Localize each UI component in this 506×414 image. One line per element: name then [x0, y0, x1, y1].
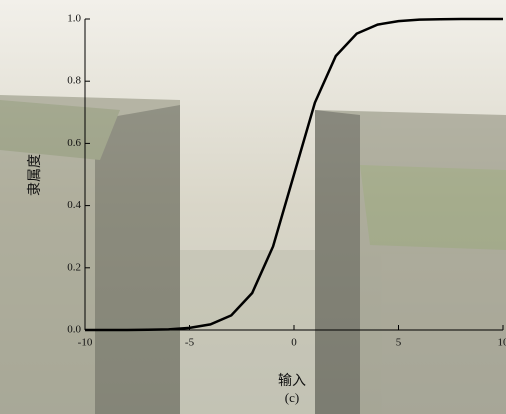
- x-tick-label: 5: [396, 337, 402, 349]
- y-axis-label: 隶属度: [27, 154, 43, 196]
- y-tick-label: 0.4: [67, 199, 81, 211]
- y-tick-label: 0.2: [67, 261, 81, 273]
- x-tick-label: -5: [185, 337, 195, 349]
- x-tick-label: -10: [78, 337, 93, 349]
- y-tick-label: 1.0: [67, 13, 81, 25]
- membership-curve: [85, 17, 503, 332]
- y-tick-label: 0.8: [67, 75, 81, 87]
- photo-objects: [0, 95, 506, 414]
- x-axis-label: 输入: [278, 373, 306, 389]
- y-tick-label: 0.6: [67, 137, 81, 149]
- caption: (c): [285, 390, 299, 405]
- y-tick-label: 0.0: [67, 324, 81, 336]
- x-tick-label: 10: [498, 337, 506, 349]
- x-tick-label: 0: [291, 337, 297, 349]
